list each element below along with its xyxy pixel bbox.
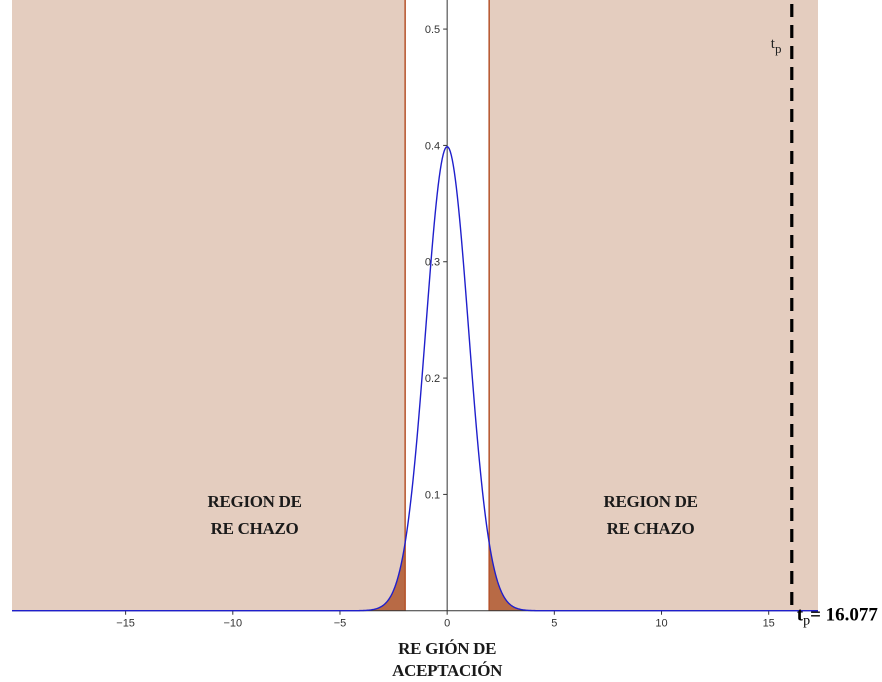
x-tick-label: 10 <box>655 618 667 630</box>
tp-value-sub: p <box>803 614 810 629</box>
density-curve <box>12 145 818 612</box>
acceptance-label-line1: RE GIÓN DE <box>398 639 496 658</box>
tp-marker-t: t <box>771 36 776 52</box>
y-tick-label: 0.3 <box>425 257 440 269</box>
x-tick-label: 0 <box>444 618 450 630</box>
y-tick-label: 0.4 <box>425 140 440 152</box>
tp-value-label: tp= 16.077 <box>797 605 879 629</box>
tp-value-t: t <box>797 605 804 626</box>
y-tick-label: 0.1 <box>425 489 440 501</box>
rejection-right-label-line1: REGION DE <box>604 492 698 511</box>
tail-area-right <box>489 542 538 611</box>
x-tick-label: 5 <box>551 618 557 630</box>
tp-value-number: = 16.077 <box>810 605 878 626</box>
axis-ticks: −15 −10 −5 0 5 10 15 0.1 0.2 0.3 0.4 0.5 <box>116 24 775 630</box>
y-tick-label: 0.5 <box>425 24 440 36</box>
x-tick-label: −10 <box>223 618 242 630</box>
x-tick-label: −5 <box>334 618 347 630</box>
tp-marker-label: tp <box>771 36 782 56</box>
rejection-right-label-line2: RE CHAZO <box>607 519 695 538</box>
tp-marker-sub: p <box>775 41 782 56</box>
rejection-left-label-line2: RE CHAZO <box>211 519 299 538</box>
x-tick-label: −15 <box>116 618 135 630</box>
rejection-region-right <box>489 0 818 611</box>
rejection-left-label-line1: REGION DE <box>208 492 302 511</box>
rejection-region-left <box>12 0 406 611</box>
tail-area-left <box>357 542 406 611</box>
y-tick-label: 0.2 <box>425 373 440 385</box>
acceptance-label-line2: ACEPTACIÓN <box>392 661 503 680</box>
x-tick-label: 15 <box>763 618 775 630</box>
